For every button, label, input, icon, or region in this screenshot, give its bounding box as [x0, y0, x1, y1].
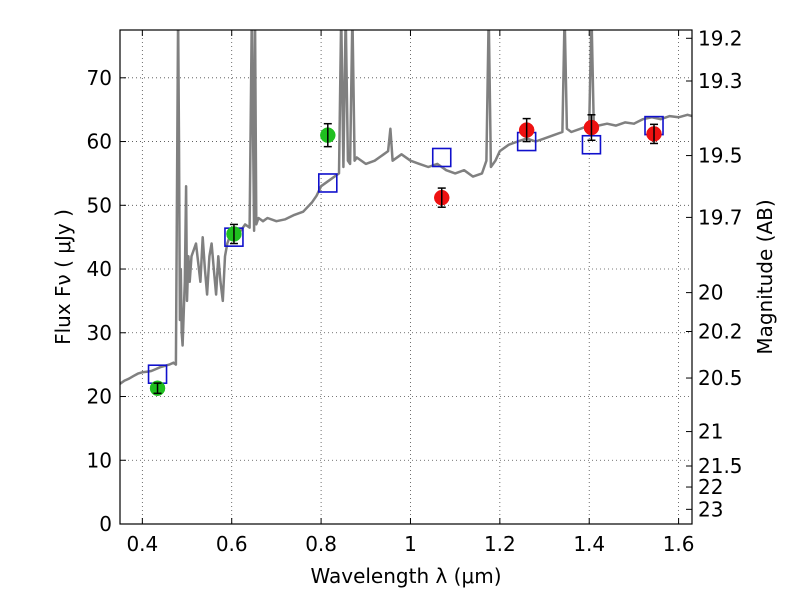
x-tick-label: 0.4: [126, 532, 158, 556]
y2-tick-label: 19.3: [698, 69, 743, 93]
y-tick-label: 10: [87, 448, 112, 472]
x-tick-label: 1.6: [663, 532, 695, 556]
y2-tick-label: 19.5: [698, 144, 743, 168]
y2-tick-label: 22: [698, 475, 723, 499]
y2-tick-label: 20.5: [698, 366, 743, 390]
y2-tick-label: 21: [698, 420, 723, 444]
x-tick-label: 1.2: [484, 532, 516, 556]
model-photometry-box: [317, 173, 338, 193]
y2-tick-label: 20.2: [698, 319, 743, 343]
plot-frame: [119, 29, 693, 525]
model-spectrum-line: [120, 30, 692, 385]
y-axis-label: Flux Fν ( μJy ): [51, 209, 75, 345]
y-tick-label: 70: [87, 66, 112, 90]
plot-area: [120, 30, 692, 396]
axes: 0.4 0.6 0.8 1 1.2 1.4 1.6 0 10 20 30 40 50 60 70 19.2 19…: [87, 26, 743, 556]
model-photometry-box: [431, 147, 452, 168]
y-tick-label: 0: [99, 512, 112, 536]
y-tick-label: 20: [87, 385, 112, 409]
x-tick-label: 0.6: [216, 532, 248, 556]
y-tick-label: 30: [87, 321, 112, 345]
y2-tick-label: 21.5: [698, 454, 743, 478]
y-tick-label: 50: [87, 193, 112, 217]
y2-tick-label: 19.2: [698, 26, 743, 50]
y2-tick-label: 20: [698, 281, 723, 305]
y2-tick-label: 23: [698, 497, 723, 521]
y2-tick-label: 19.7: [698, 205, 743, 229]
x-axis-label: Wavelength λ (μm): [310, 564, 501, 588]
x-tick-label: 1.4: [573, 532, 605, 556]
y2-axis-label: Magnitude (AB): [753, 199, 777, 354]
y-tick-label: 60: [87, 130, 112, 154]
x-tick-label: 0.8: [305, 532, 337, 556]
y-tick-label: 40: [87, 257, 112, 281]
x-tick-label: 1: [404, 532, 417, 556]
